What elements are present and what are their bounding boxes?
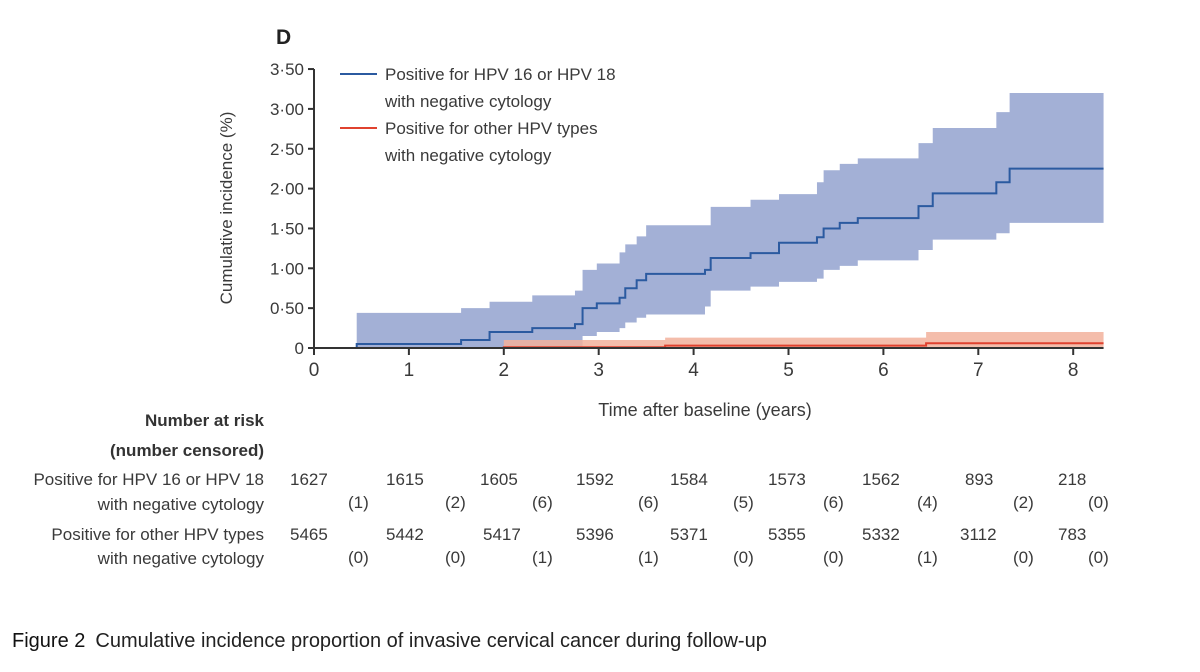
at-risk-count: 3112	[960, 525, 997, 544]
at-risk-count: 5465	[290, 525, 328, 544]
caption-text: Cumulative incidence proportion of invas…	[95, 630, 767, 652]
censored-count: (1)	[348, 493, 369, 512]
y-tick-label: 0·50	[270, 299, 304, 318]
censored-count: (0)	[1088, 493, 1109, 512]
x-tick-label: 2	[499, 360, 510, 381]
risk-row-label: Positive for other HPV types	[51, 525, 264, 544]
y-tick-label: 1·50	[270, 219, 304, 238]
at-risk-count: 1605	[480, 470, 518, 489]
legend-label: Positive for HPV 16 or HPV 18	[385, 65, 616, 84]
censored-count: (0)	[823, 548, 844, 567]
risk-table-title: Number at risk	[144, 411, 264, 430]
y-tick-label: 0	[295, 339, 304, 358]
censored-count: (1)	[917, 548, 938, 567]
censored-count: (2)	[1013, 493, 1034, 512]
at-risk-count: 783	[1058, 525, 1087, 544]
censored-count: (6)	[532, 493, 553, 512]
at-risk-count: 1573	[768, 470, 806, 489]
y-tick-label: 2·50	[270, 140, 304, 159]
risk-row-label: with negative cytology	[97, 495, 264, 514]
at-risk-count: 1584	[670, 470, 708, 489]
confidence-band-hpv16-18	[314, 92, 1104, 349]
censored-count: (0)	[348, 548, 369, 567]
at-risk-count: 5332	[862, 525, 900, 544]
censored-count: (0)	[1088, 548, 1109, 567]
y-tick-label: 1·00	[270, 259, 304, 278]
x-tick-label: 7	[973, 360, 984, 381]
at-risk-count: 1615	[386, 470, 424, 489]
at-risk-count: 5396	[576, 525, 614, 544]
censored-count: (0)	[733, 548, 754, 567]
y-tick-label: 3·00	[270, 100, 304, 119]
at-risk-count: 5355	[768, 525, 806, 544]
risk-row-label: with negative cytology	[97, 549, 264, 568]
censored-count: (0)	[1013, 548, 1034, 567]
x-tick-label: 0	[309, 360, 320, 381]
censored-count: (4)	[917, 493, 938, 512]
at-risk-count: 5371	[670, 525, 708, 544]
x-tick-label: 5	[783, 360, 794, 381]
x-tick-label: 6	[878, 360, 889, 381]
censored-count: (6)	[638, 493, 659, 512]
censored-count: (1)	[638, 548, 659, 567]
at-risk-count: 1592	[576, 470, 614, 489]
censored-count: (5)	[733, 493, 754, 512]
x-axis-label: Time after baseline (years)	[598, 400, 811, 420]
x-tick-label: 1	[404, 360, 415, 381]
x-tick-label: 4	[688, 360, 699, 381]
y-axis-label: Cumulative incidence (%)	[217, 112, 236, 305]
at-risk-count: 893	[965, 470, 994, 489]
figure-caption: Figure 2 Cumulative incidence proportion …	[12, 630, 767, 653]
at-risk-count: 5417	[483, 525, 521, 544]
at-risk-count: 5442	[386, 525, 424, 544]
at-risk-count: 218	[1058, 470, 1087, 489]
y-tick-label: 3·50	[270, 60, 304, 79]
legend-label: Positive for other HPV types	[385, 119, 598, 138]
panel-label: D	[276, 26, 291, 49]
legend-label: with negative cytology	[384, 92, 552, 111]
y-tick-label: 2·00	[270, 180, 304, 199]
risk-table-subtitle: (number censored)	[110, 441, 264, 460]
confidence-band-other-hpv	[314, 332, 1104, 348]
censored-count: (2)	[445, 493, 466, 512]
legend-label: with negative cytology	[384, 146, 552, 165]
censored-count: (0)	[445, 548, 466, 567]
censored-count: (1)	[532, 548, 553, 567]
x-tick-label: 3	[593, 360, 604, 381]
at-risk-count: 1562	[862, 470, 900, 489]
censored-count: (6)	[823, 493, 844, 512]
x-tick-label: 8	[1068, 360, 1079, 381]
series-line-hpv16-18	[314, 167, 1104, 349]
risk-row-label: Positive for HPV 16 or HPV 18	[33, 470, 264, 489]
figure-number: Figure 2	[12, 630, 86, 652]
at-risk-count: 1627	[290, 470, 328, 489]
